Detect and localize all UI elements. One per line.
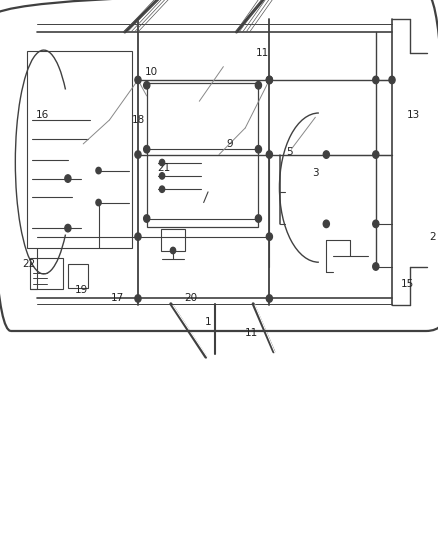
Circle shape [255,82,261,89]
Text: 3: 3 [312,168,319,178]
Circle shape [159,159,165,166]
Text: 17: 17 [111,294,124,303]
Circle shape [266,76,272,84]
Bar [27,51,132,248]
Circle shape [144,215,150,222]
Text: 18: 18 [131,115,145,125]
Circle shape [266,151,272,158]
Bar [161,229,185,251]
Text: 10: 10 [145,67,158,77]
Circle shape [96,199,101,206]
Circle shape [373,263,379,270]
Text: 5: 5 [286,147,293,157]
Text: 11: 11 [245,328,258,338]
Text: 22: 22 [22,259,35,269]
Circle shape [144,82,150,89]
Circle shape [255,146,261,153]
Bar [68,264,88,288]
Circle shape [65,175,71,182]
Circle shape [373,151,379,158]
Circle shape [96,167,101,174]
Text: 2: 2 [429,232,436,242]
Bar [147,83,258,227]
Text: 15: 15 [401,279,414,289]
Text: 20: 20 [184,294,197,303]
Circle shape [135,233,141,240]
Circle shape [255,215,261,222]
Circle shape [389,76,395,84]
Circle shape [323,220,329,228]
Circle shape [170,247,176,254]
Text: 21: 21 [158,163,171,173]
Circle shape [266,295,272,302]
Circle shape [373,76,379,84]
Circle shape [135,295,141,302]
Bar [30,258,63,289]
Circle shape [323,151,329,158]
Circle shape [135,151,141,158]
Circle shape [144,146,150,153]
Text: 16: 16 [36,110,49,119]
Text: 1: 1 [205,318,212,327]
Circle shape [266,233,272,240]
Circle shape [266,76,272,84]
Circle shape [373,220,379,228]
Text: 11: 11 [256,49,269,58]
Circle shape [159,186,165,192]
Circle shape [159,173,165,179]
Circle shape [135,76,141,84]
Text: 13: 13 [407,110,420,119]
Circle shape [65,224,71,232]
Text: 19: 19 [74,286,88,295]
Text: 9: 9 [226,139,233,149]
